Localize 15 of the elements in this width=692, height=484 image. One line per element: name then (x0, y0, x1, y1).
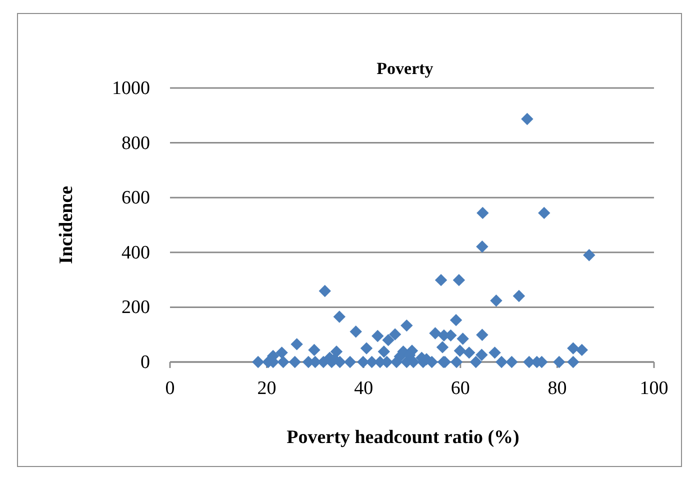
x-tick-label: 80 (548, 378, 567, 399)
y-tick-label: 600 (122, 188, 150, 209)
x-tick-label: 100 (640, 378, 668, 399)
y-tick-label: 0 (140, 352, 150, 373)
chart-title: Poverty (376, 59, 434, 78)
y-tick-label: 1000 (112, 78, 150, 99)
x-axis-title: Poverty headcount ratio (%) (286, 427, 520, 448)
x-tick-label: 0 (165, 378, 175, 399)
y-tick-label: 400 (122, 242, 150, 264)
x-tick-label: 40 (354, 378, 374, 399)
x-tick-label: 20 (257, 378, 276, 399)
y-axis-title: Incidence (56, 186, 77, 264)
x-tick-label: 60 (450, 378, 470, 399)
y-tick-label: 200 (122, 297, 150, 318)
y-tick-label: 800 (122, 132, 150, 154)
